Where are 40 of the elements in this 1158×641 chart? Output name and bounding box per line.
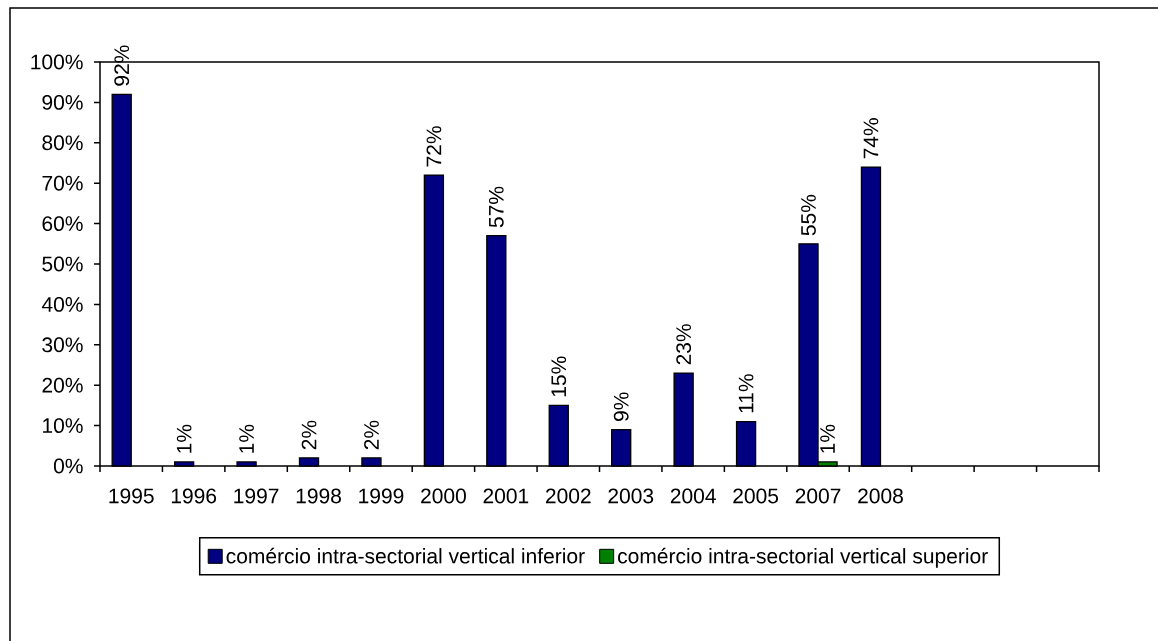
data-label: 55% (801, 194, 816, 236)
data-label: 1% (239, 424, 254, 453)
x-tick-label: 1998 (296, 488, 341, 504)
x-tick-label: 2004 (670, 488, 716, 504)
y-tick-label: 60% (42, 216, 83, 232)
y-tick-label: 0% (53, 458, 83, 474)
y-tick-label: 80% (42, 135, 83, 151)
legend-label: comércio intra-sectorial vertical superior (618, 547, 988, 568)
x-tick-label: 2007 (795, 488, 841, 504)
x-tick-label: 2008 (858, 488, 903, 504)
y-tick-label: 30% (42, 337, 83, 353)
data-label: 15% (551, 356, 567, 397)
data-label: 2% (301, 420, 317, 450)
data-label: 92% (114, 45, 130, 86)
x-tick-label: 1995 (109, 488, 154, 504)
legend-label: comércio intra-sectorial vertical inferior (226, 547, 585, 564)
data-label: 23% (676, 324, 692, 365)
y-tick-label: 70% (42, 175, 83, 191)
x-tick-label: 2001 (483, 488, 529, 504)
y-tick-label: 100% (31, 54, 83, 70)
data-label: 1% (176, 424, 192, 453)
x-tick-label: 2000 (421, 488, 466, 504)
y-tick-label: 10% (43, 418, 83, 434)
data-label: 1% (820, 424, 835, 453)
x-tick-label: 1996 (171, 488, 217, 504)
x-tick-label: 1997 (234, 488, 279, 504)
data-label: 72% (426, 126, 442, 167)
x-tick-label: 1999 (359, 488, 404, 504)
y-tick-label: 40% (41, 296, 83, 312)
y-tick-label: 90% (42, 94, 83, 110)
data-label: 9% (613, 392, 629, 421)
x-tick-label: 2005 (733, 488, 779, 504)
data-label: 2% (364, 420, 379, 450)
x-tick-label: 2003 (608, 488, 654, 504)
y-tick-label: 50% (42, 256, 83, 272)
y-tick-label: 20% (42, 377, 83, 393)
data-label: 57% (488, 186, 504, 228)
data-label: 74% (863, 118, 879, 159)
x-tick-label: 2002 (545, 488, 591, 504)
data-label: 11% (738, 374, 754, 413)
